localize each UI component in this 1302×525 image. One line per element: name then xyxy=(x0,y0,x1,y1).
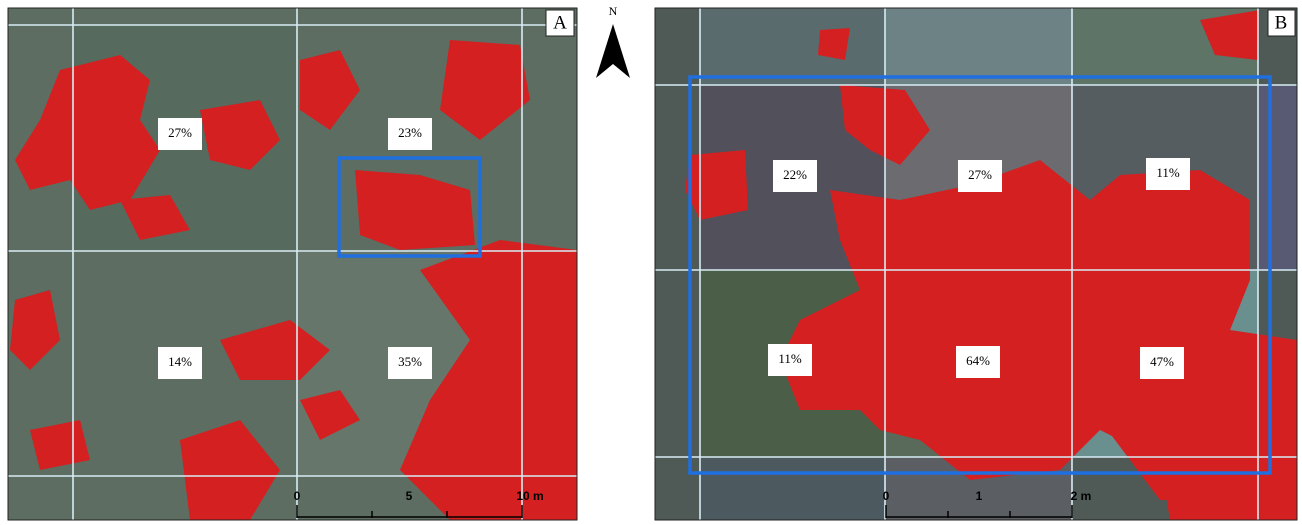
scale-label: 5 xyxy=(406,489,413,503)
cell-percent: 11% xyxy=(778,351,802,366)
cell-percent: 27% xyxy=(168,125,192,140)
cell-percent: 27% xyxy=(968,167,992,182)
panel-b xyxy=(655,8,1297,520)
cell-percent: 14% xyxy=(168,354,192,369)
cell-percent: 47% xyxy=(1150,354,1174,369)
cell-percent: 22% xyxy=(783,167,807,182)
panel-b-label: B xyxy=(1268,10,1295,36)
scale-label: 2 m xyxy=(1071,489,1092,503)
north-label: N xyxy=(609,4,618,18)
cell-percent: 23% xyxy=(398,125,422,140)
figure: A 27% 23% 14% 35% 0 5 10 m N xyxy=(0,0,1302,525)
panel-label: A xyxy=(553,12,567,33)
panel-a-label: A xyxy=(546,10,574,36)
scale-label: 0 xyxy=(883,489,890,503)
cell-percent: 11% xyxy=(1156,165,1180,180)
scale-label: 1 xyxy=(976,489,983,503)
panel-a xyxy=(8,8,577,520)
north-arrow: N xyxy=(596,4,630,78)
scale-label: 10 m xyxy=(516,489,543,503)
cell-percent: 35% xyxy=(398,354,422,369)
cell-percent: 64% xyxy=(966,353,990,368)
panel-label: B xyxy=(1275,12,1288,33)
scale-label: 0 xyxy=(294,489,301,503)
